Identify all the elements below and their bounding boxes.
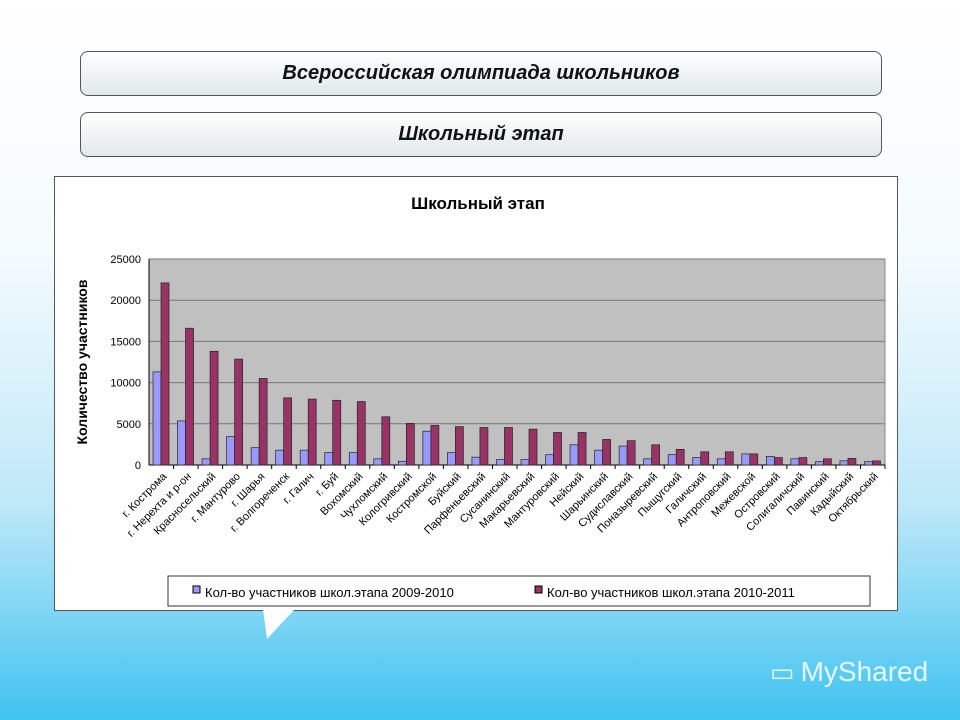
- bar-2009-2010: [618, 445, 628, 466]
- bar-chart: Школьный этап Количество участников 0 500…: [74, 194, 886, 607]
- bar-2009-2010: [741, 453, 751, 466]
- bar-2010-2011: [847, 458, 857, 466]
- bar-2010-2011: [455, 426, 464, 466]
- chart-title: Школьный этап: [411, 194, 545, 213]
- page-title: Всероссийская олимпиада школьников: [282, 62, 680, 84]
- bar-2009-2010: [815, 461, 824, 466]
- bar-2010-2011: [872, 460, 881, 466]
- chart-container: Школьный этап Количество участников 0 500…: [54, 176, 898, 611]
- bar-2010-2011: [283, 397, 293, 466]
- bar-2010-2011: [381, 416, 391, 466]
- bar-2010-2011: [602, 439, 611, 466]
- bar-2009-2010: [839, 460, 849, 466]
- bar-2010-2011: [209, 350, 219, 466]
- bar-2010-2011: [160, 282, 170, 466]
- bar-2010-2011: [553, 432, 562, 466]
- bar-2009-2010: [594, 449, 603, 466]
- bar-2009-2010: [201, 458, 211, 466]
- bar-2010-2011: [749, 453, 759, 466]
- legend-swatch-2010-2011: [534, 585, 543, 594]
- bar-2010-2011: [528, 428, 538, 466]
- bar-2009-2010: [422, 430, 432, 466]
- bar-2010-2011: [405, 423, 415, 466]
- bar-2010-2011: [675, 448, 685, 466]
- y-tick-label: 25000: [110, 254, 141, 266]
- y-tick-label: 10000: [110, 378, 141, 390]
- bar-2009-2010: [667, 454, 677, 466]
- watermark-text: MyShared: [800, 656, 929, 687]
- bar-2009-2010: [569, 444, 579, 466]
- legend-label-2010-2011: Кол-во участников школ.этапа 2010-2011: [547, 585, 795, 600]
- bar-2010-2011: [700, 451, 710, 466]
- bar-2010-2011: [798, 457, 808, 466]
- presentation-icon: ▭: [770, 656, 795, 687]
- y-tick-label: 0: [135, 460, 141, 472]
- bar-2009-2010: [275, 449, 285, 466]
- y-tick-label: 5000: [117, 419, 141, 431]
- bar-2009-2010: [545, 454, 554, 466]
- bar-2009-2010: [716, 458, 726, 466]
- bar-2010-2011: [430, 425, 440, 466]
- bar-2009-2010: [471, 456, 481, 466]
- subtitle-banner: Школьный этап: [80, 112, 882, 157]
- title-banner: Всероссийская олимпиада школьников: [80, 51, 882, 96]
- bar-2009-2010: [152, 371, 162, 466]
- y-tick-label: 15000: [110, 336, 141, 348]
- bar-2009-2010: [324, 452, 334, 466]
- plot-area: [148, 258, 886, 466]
- bar-2009-2010: [496, 459, 505, 466]
- bar-2009-2010: [373, 458, 383, 466]
- bar-2009-2010: [692, 457, 702, 466]
- y-tick-label: 20000: [110, 295, 141, 307]
- bar-2009-2010: [765, 455, 775, 466]
- legend-label-2009-2010: Кол-во участников школ.этапа 2009-2010: [205, 585, 454, 600]
- watermark: ▭ MyShared: [770, 656, 928, 688]
- bar-2010-2011: [577, 432, 587, 466]
- bar-2010-2011: [356, 401, 366, 466]
- bar-2009-2010: [447, 452, 456, 466]
- bar-2009-2010: [226, 436, 235, 466]
- legend-swatch-2009-2010: [192, 585, 201, 594]
- bar-2010-2011: [479, 427, 489, 466]
- bar-2010-2011: [823, 458, 832, 466]
- bar-2009-2010: [250, 447, 260, 466]
- bar-2010-2011: [773, 457, 783, 466]
- bar-2010-2011: [258, 378, 268, 466]
- bar-2010-2011: [626, 440, 636, 466]
- bar-2009-2010: [864, 461, 873, 466]
- y-axis-label: Количество участников: [74, 279, 90, 444]
- bar-2010-2011: [307, 398, 317, 466]
- bar-2010-2011: [332, 399, 342, 466]
- bar-2009-2010: [397, 460, 407, 466]
- bar-2010-2011: [724, 451, 734, 466]
- page-subtitle: Школьный этап: [398, 123, 564, 145]
- legend: [167, 575, 871, 607]
- bar-2010-2011: [504, 427, 513, 466]
- bar-2009-2010: [520, 459, 530, 466]
- bar-2010-2011: [185, 327, 194, 466]
- bar-2009-2010: [643, 458, 653, 466]
- bar-2009-2010: [177, 420, 186, 466]
- callout-tail: [263, 609, 295, 639]
- bar-2010-2011: [651, 444, 661, 466]
- bar-2009-2010: [348, 452, 358, 466]
- bar-2010-2011: [234, 358, 243, 466]
- bar-2009-2010: [299, 449, 309, 466]
- bar-2009-2010: [790, 458, 800, 466]
